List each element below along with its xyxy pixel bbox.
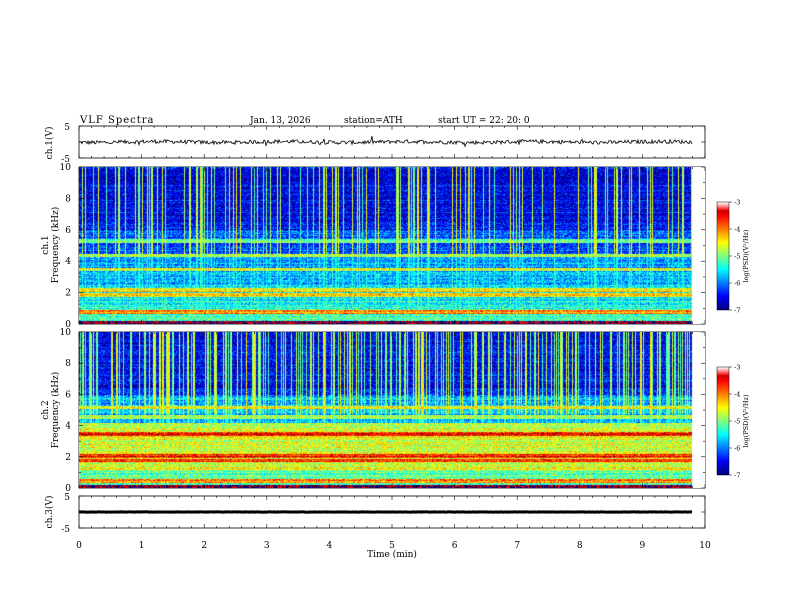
x-tick-label: 5 [389,541,395,551]
colorbar-1-label: log(PSD)(V²/Hz) [742,229,750,282]
ch1-spectrogram [79,167,705,324]
y-tick-label: 10 [60,163,72,173]
x-axis-label: Time (min) [367,549,417,560]
colorbar-tick-label: -6 [734,280,740,288]
y-tick-label: 2 [65,289,71,299]
ch2-spec-ylabel-line2: Frequency (kHz) [50,372,61,449]
ch1-spec-ylabel-line2: Frequency (kHz) [50,207,61,284]
y-tick-label: 6 [65,226,71,236]
figure-date: Jan. 13, 2026 [249,116,311,126]
colorbar-tick-label: -3 [734,199,740,207]
ch1-spec-ylabel-line1: ch.1 [41,235,51,254]
colorbar-tick-label: -5 [734,418,740,426]
y-tick-label: -5 [61,525,70,535]
colorbar-tick-label: -4 [734,226,740,234]
x-tick-label: 8 [577,541,583,551]
ch1-spectrogram-host [79,167,705,324]
colorbar-tick-label: -7 [734,307,740,315]
x-tick-label: 4 [327,541,333,551]
x-tick-label: 6 [452,541,458,551]
colorbar-tick-label: -4 [734,391,740,399]
x-tick-label: 7 [514,541,520,551]
colorbar-tick-label: -7 [734,472,740,480]
x-tick-label: 10 [699,541,711,551]
x-tick-label: 3 [264,541,270,551]
y-tick-label: 4 [65,257,71,267]
y-tick-label: 2 [65,453,71,463]
ch2-spec-ylabel-line1: ch.2 [41,400,51,419]
ch1-waveform-line [78,136,693,148]
y-tick-label: 5 [64,123,70,133]
colorbar-1-host [717,202,729,310]
colorbar-2-host [717,367,729,475]
ch2-spectrogram [79,332,705,488]
colorbar-tick-label: -3 [734,364,740,372]
y-tick-label: 8 [65,359,71,369]
y-tick-label: 5 [64,493,70,503]
colorbar-2 [717,367,729,475]
figure-title: VLF Spectra [79,115,155,126]
colorbar-2-label: log(PSD)(V²/Hz) [742,394,750,447]
ch1-waveform-ylabel: ch.1(V) [44,127,55,160]
y-tick-label: 6 [65,390,71,400]
ch3-waveform-ylabel: ch.3(V) [44,496,55,529]
x-tick-label: 1 [139,541,145,551]
figure-start-time: start UT = 22: 20: 0 [438,116,530,126]
x-tick-label: 2 [201,541,207,551]
ch1-waveform-panel [78,136,693,148]
x-tick-label: 0 [76,541,82,551]
y-tick-label: 0 [65,320,71,330]
y-tick-label: 0 [65,484,71,494]
figure-station: station=ATH [344,116,403,126]
colorbar-tick-label: -6 [734,445,740,453]
colorbar-1 [717,202,729,310]
colorbar-tick-label: -5 [734,253,740,261]
y-tick-label: 10 [60,328,72,338]
x-tick-label: 9 [640,541,646,551]
ch2-spectrogram-host [79,332,705,488]
y-tick-label: -5 [61,155,70,165]
y-tick-label: 8 [65,194,71,204]
y-tick-label: 4 [65,422,71,432]
